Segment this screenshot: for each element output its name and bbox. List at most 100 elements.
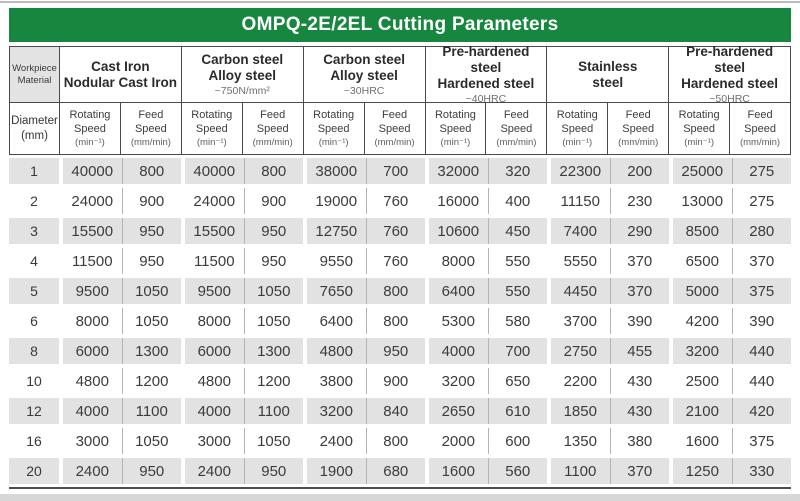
material-value-group: 19000 760: [307, 188, 425, 214]
rotating-speed-label: Rotating Speed: [434, 109, 476, 135]
diameter-cell: 5: [9, 278, 59, 304]
material-value-group: 4000 1100: [185, 398, 303, 424]
feed-speed-cell: 1300: [121, 338, 182, 364]
table-row: 16 3000 1050 3000 1050 2400 800 2000 600 1350 380 1…: [9, 428, 791, 454]
material-value-group: 1100 370: [551, 458, 669, 484]
feed-speed-label: Feed Speed: [622, 109, 655, 135]
material-hardness-note: ~50HRC: [709, 92, 750, 105]
rotating-speed-cell: 6000: [75, 342, 109, 360]
rotating-speed-cell: 9500: [197, 282, 231, 300]
material-value-group: 1900 680: [307, 458, 425, 484]
material-value-group: 1600 560: [429, 458, 547, 484]
rotating-speed-cell: 9550: [319, 252, 353, 270]
rotating-speed-cell: 8500: [685, 222, 719, 240]
material-value-group: 11500 950: [63, 248, 181, 274]
rotating-speed-cell: 8000: [441, 252, 475, 270]
material-name: Stainless steel: [578, 58, 638, 90]
material-group-header: Pre-hardened steel Hardened steel ~40HRC: [425, 44, 548, 105]
feed-speed-cell: 230: [609, 188, 670, 214]
feed-speed-header: Feed Speed (mm/min): [730, 103, 791, 155]
table-bottom-border: [9, 487, 791, 489]
rotating-speed-header: Rotating Speed (min⁻¹): [425, 103, 487, 155]
rotating-speed-cell: 1350: [563, 432, 597, 450]
rotating-speed-cell: 8000: [197, 312, 231, 330]
rotating-speed-header: Rotating Speed (min⁻¹): [60, 103, 121, 155]
material-group-header: Pre-hardened steel Hardened steel ~50HRC: [669, 44, 791, 105]
material-value-group: 5550 370: [551, 248, 669, 274]
rotating-speed-header: Rotating Speed (min⁻¹): [181, 103, 243, 155]
feed-speed-cell: 430: [609, 398, 670, 424]
material-value-group: 9500 1050: [185, 278, 303, 304]
diameter-cell: 6: [9, 308, 59, 334]
material-value-group: 4800 1200: [185, 368, 303, 394]
feed-speed-cell: 800: [121, 158, 182, 184]
rotating-speed-cell: 5000: [685, 282, 719, 300]
material-value-group: 3000 1050: [185, 428, 303, 454]
rotating-speed-label: Rotating Speed: [678, 109, 720, 135]
diameter-cell: 3: [9, 218, 59, 244]
material-value-group: 1600 375: [673, 428, 791, 454]
feed-speed-cell: 1050: [243, 278, 304, 304]
material-name: Carbon steel Alloy steel: [201, 52, 284, 83]
diameter-cell: 2: [9, 188, 59, 214]
rotating-speed-unit: (min⁻¹): [440, 136, 471, 148]
feed-speed-header: Feed Speed (mm/min): [486, 103, 548, 155]
feed-speed-cell: 950: [121, 248, 182, 274]
material-value-group: 3700 390: [551, 308, 669, 334]
diameter-cell: 12: [9, 398, 59, 424]
rotating-speed-label: Rotating Speed: [556, 109, 598, 135]
rotating-speed-cell: 10600: [437, 222, 480, 240]
feed-speed-cell: 550: [487, 248, 548, 274]
material-value-group: 5300 580: [429, 308, 547, 334]
table-row: 3 15500 950 15500 950 12750 760 10600 450 7400 290…: [9, 218, 791, 244]
rotating-speed-cell: 2750: [563, 342, 597, 360]
rotating-speed-cell: 2400: [75, 462, 109, 480]
material-value-group: 15500 950: [63, 218, 181, 244]
rotating-speed-cell: 5300: [441, 312, 475, 330]
material-group-header: Stainless steel: [547, 47, 670, 103]
material-value-group: 15500 950: [185, 218, 303, 244]
feed-speed-cell: 800: [243, 158, 304, 184]
rotating-speed-cell: 3000: [75, 432, 109, 450]
feed-speed-cell: 1100: [243, 398, 304, 424]
rotating-speed-cell: 9500: [75, 282, 109, 300]
feed-speed-cell: 760: [365, 188, 426, 214]
material-value-group: 4800 1200: [63, 368, 181, 394]
feed-speed-label: Feed Speed: [378, 109, 411, 135]
material-group-header: Carbon steel Alloy steel ~750N/mm²: [181, 47, 304, 103]
material-value-group: 6500 370: [673, 248, 791, 274]
material-value-group: 12750 760: [307, 218, 425, 244]
feed-speed-cell: 900: [243, 188, 304, 214]
feed-speed-cell: 1200: [243, 368, 304, 394]
feed-speed-cell: 400: [487, 188, 548, 214]
material-value-group: 38000 700: [307, 158, 425, 184]
rotating-speed-cell: 8000: [75, 312, 109, 330]
material-value-group: 1850 430: [551, 398, 669, 424]
rotating-speed-cell: 4800: [197, 372, 231, 390]
diameter-header: Diameter (mm): [10, 103, 60, 155]
feed-speed-cell: 610: [487, 398, 548, 424]
material-value-group: 8000 1050: [63, 308, 181, 334]
material-value-group: 2750 455: [551, 338, 669, 364]
table-row: 5 9500 1050 9500 1050 7650 800 6400 550 4450 370 50…: [9, 278, 791, 304]
diameter-cell: 1: [9, 158, 59, 184]
rotating-speed-cell: 4000: [197, 402, 231, 420]
material-value-group: 24000 900: [63, 188, 181, 214]
feed-speed-cell: 275: [731, 188, 792, 214]
material-value-group: 25000 275: [673, 158, 791, 184]
rotating-speed-cell: 24000: [193, 192, 236, 210]
rotating-speed-cell: 5550: [563, 252, 597, 270]
table-body: 1 40000 800 40000 800 38000 700 32000 320 22300 20…: [9, 158, 791, 488]
material-value-group: 2650 610: [429, 398, 547, 424]
feed-speed-cell: 275: [731, 158, 792, 184]
feed-speed-cell: 290: [609, 218, 670, 244]
material-value-group: 2500 440: [673, 368, 791, 394]
feed-speed-cell: 580: [487, 308, 548, 334]
feed-speed-cell: 1050: [243, 428, 304, 454]
feed-speed-unit: (mm/min): [496, 136, 537, 148]
rotating-speed-cell: 3200: [441, 372, 475, 390]
material-value-group: 7400 290: [551, 218, 669, 244]
rotating-speed-header: Rotating Speed (min⁻¹): [303, 103, 365, 155]
feed-speed-cell: 440: [731, 338, 792, 364]
feed-speed-cell: 375: [731, 278, 792, 304]
